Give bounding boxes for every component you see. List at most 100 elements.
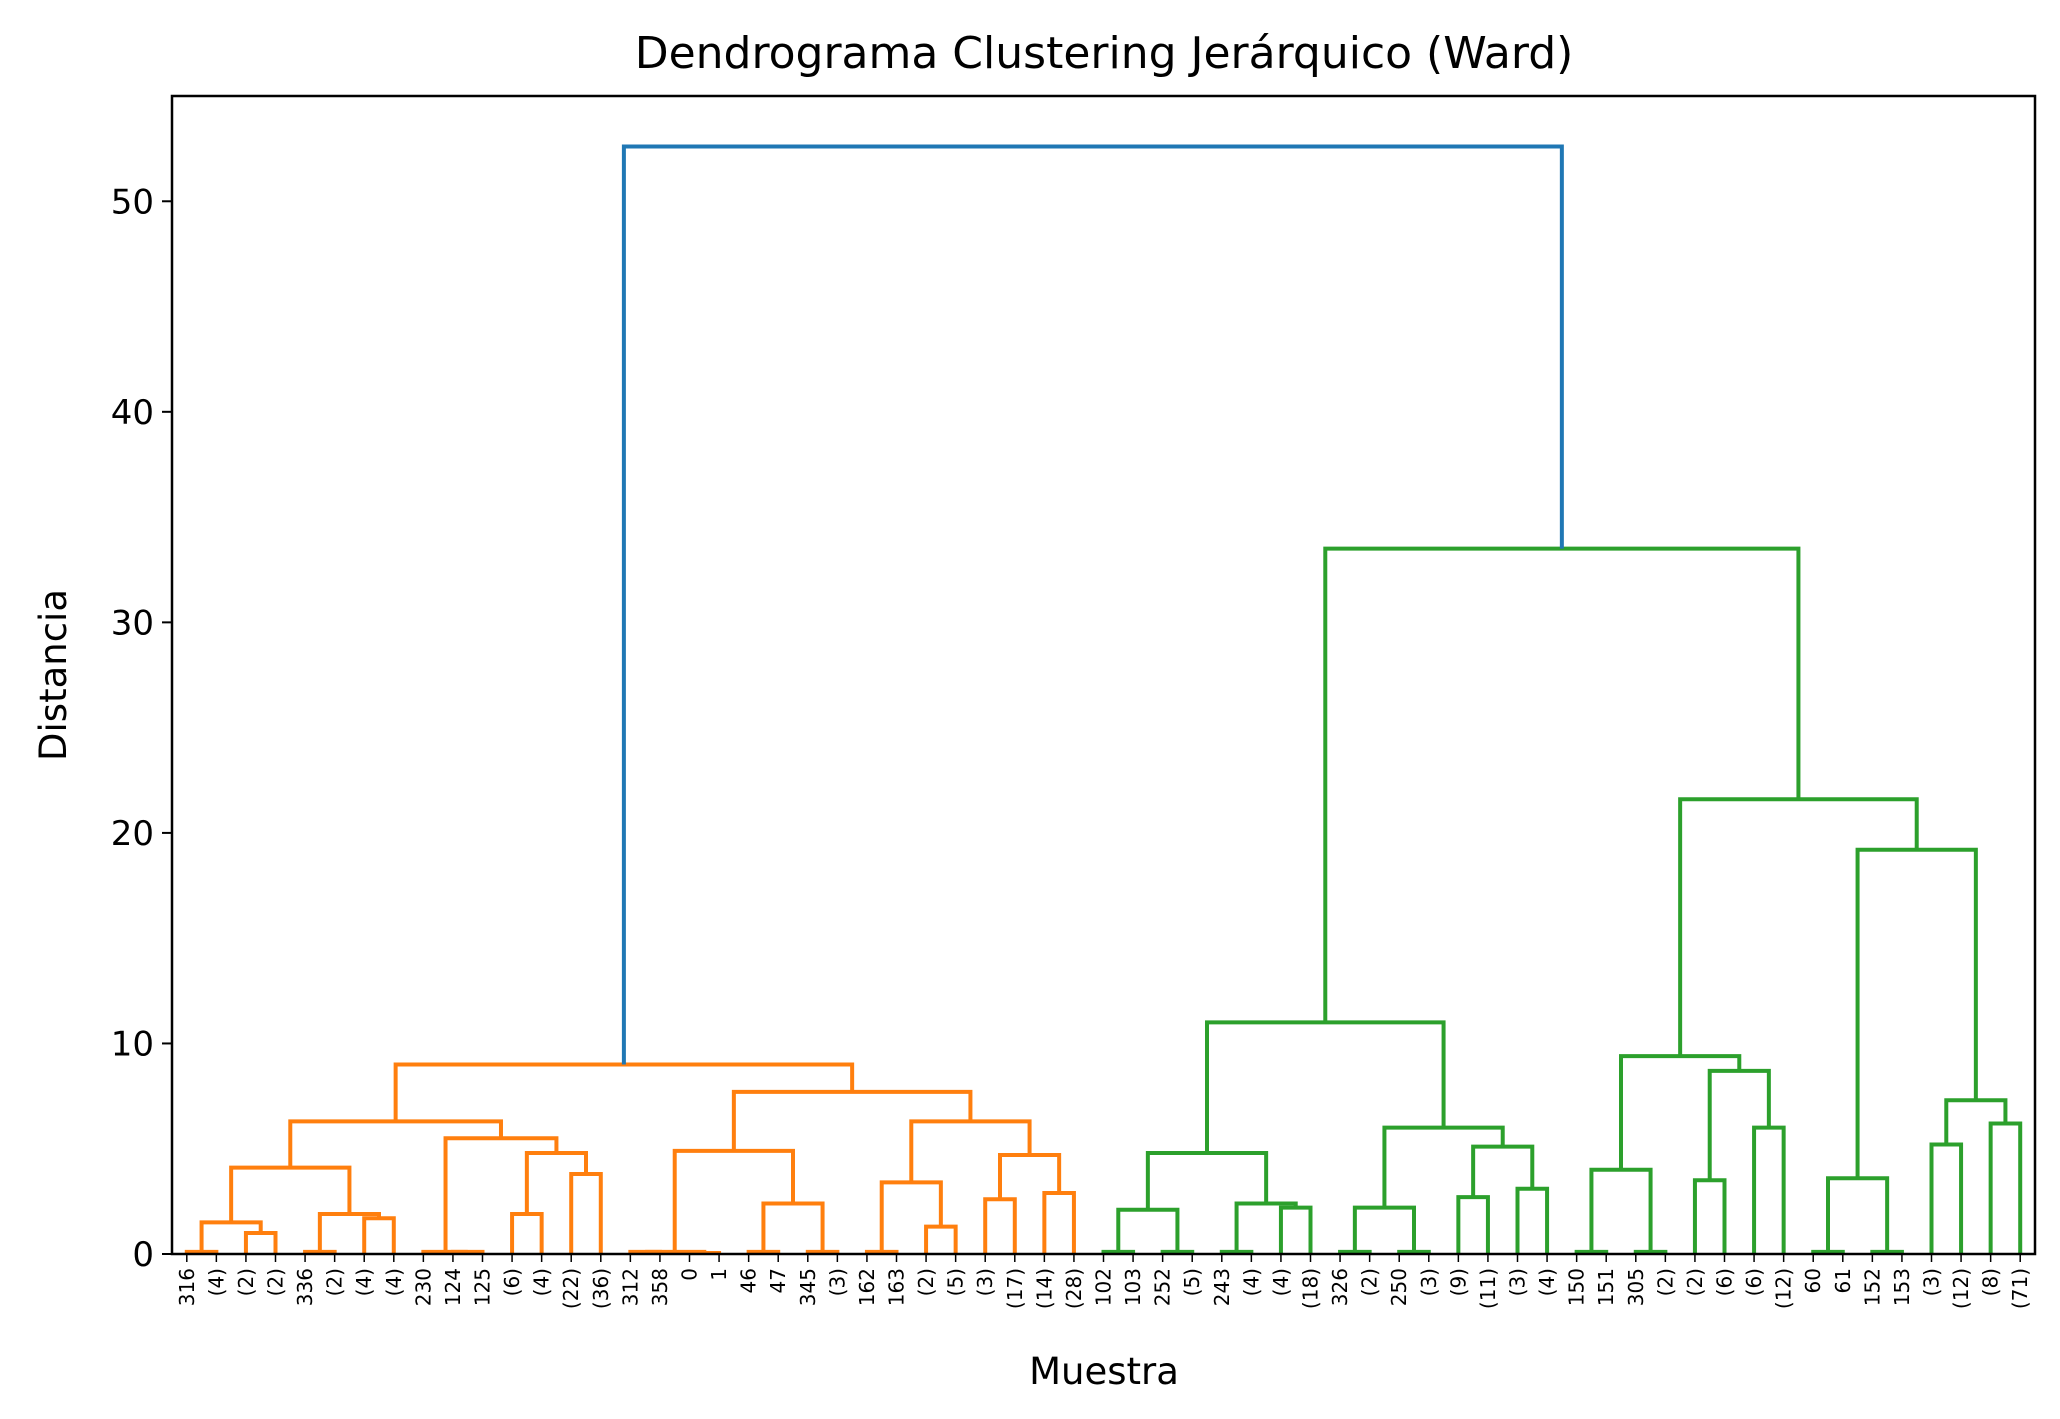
x-tick-label: (2): [323, 1268, 347, 1296]
x-tick-label: (36): [589, 1268, 613, 1309]
x-tick-label: (4): [382, 1268, 406, 1296]
y-tick-label: 10: [111, 1024, 154, 1064]
x-tick-label: (2): [234, 1268, 258, 1296]
x-tick-label: (2): [1653, 1268, 1677, 1296]
x-tick-label: 305: [1624, 1268, 1648, 1306]
dendrogram-link: [1678, 797, 1919, 1057]
dendrogram-link: [1145, 1150, 1269, 1210]
x-tick-label: (4): [1239, 1268, 1263, 1296]
x-tick-label: (4): [204, 1268, 228, 1296]
x-tick-label: 316: [175, 1268, 199, 1306]
x-tick-label: (11): [1476, 1268, 1500, 1309]
x-tick-label: (18): [1299, 1268, 1323, 1309]
y-tick-label: 50: [111, 182, 154, 222]
x-tick-label: (12): [1772, 1268, 1796, 1309]
x-tick-label: 326: [1328, 1268, 1352, 1306]
dendrogram-link: [317, 1212, 381, 1252]
dendrogram-link: [645, 1249, 707, 1254]
x-tick-label: 230: [411, 1268, 435, 1306]
x-tick-label: 103: [1121, 1268, 1145, 1306]
x-tick-label: (4): [352, 1268, 376, 1296]
x-axis-label: Muestra: [1029, 1350, 1179, 1393]
x-tick-label: (71): [2008, 1268, 2032, 1309]
x-tick-label: (5): [1180, 1268, 1204, 1296]
x-tick-label: 163: [885, 1268, 909, 1306]
dendrogram-link: [510, 1212, 544, 1254]
x-tick-label: 47: [766, 1268, 790, 1293]
x-tick-label: (2): [264, 1268, 288, 1296]
y-axis: 0 10 20 30 40 50: [111, 182, 172, 1275]
x-tick-label: 150: [1565, 1268, 1589, 1306]
dendrogram-link: [1116, 1207, 1180, 1252]
y-tick-label: 0: [132, 1235, 154, 1275]
x-tick-label: (6): [500, 1268, 524, 1296]
x-tick-label: (3): [1506, 1268, 1530, 1296]
x-tick-label: 358: [648, 1268, 672, 1306]
x-tick-label: 151: [1594, 1268, 1618, 1306]
dendrogram-link: [924, 1224, 958, 1254]
x-tick-label: (2): [1358, 1268, 1382, 1296]
x-tick-label: 250: [1387, 1268, 1411, 1306]
dendrogram-link: [229, 1165, 352, 1223]
dendrogram-link: [621, 144, 1564, 1065]
dendrogram-link: [362, 1216, 396, 1254]
x-tick-label: (4): [1535, 1268, 1559, 1296]
x-tick-label: (28): [1062, 1268, 1086, 1309]
dendrogram-link: [1692, 1178, 1727, 1254]
x-tick-label: (3): [825, 1268, 849, 1296]
x-tick-label: (3): [1920, 1268, 1944, 1296]
x-tick-label: (14): [1032, 1268, 1056, 1309]
dendrogram-link: [909, 1119, 1032, 1183]
dendrogram-links: [184, 144, 2023, 1255]
dendrogram-link: [761, 1201, 825, 1252]
x-tick-label: (8): [1979, 1268, 2003, 1296]
x-tick-label: 345: [796, 1268, 820, 1306]
dendrogram-link: [288, 1119, 503, 1168]
chart-title: Dendrograma Clustering Jerárquico (Ward): [635, 28, 1574, 79]
x-tick-label: 61: [1831, 1268, 1855, 1293]
dendrogram-link: [199, 1220, 263, 1252]
y-tick-label: 40: [111, 393, 154, 433]
x-tick-label: (3): [973, 1268, 997, 1296]
x-tick-label: 336: [293, 1268, 317, 1306]
x-tick-label: 0: [678, 1268, 702, 1281]
x-tick-label: 162: [855, 1268, 879, 1306]
x-tick-label: 1: [707, 1268, 731, 1281]
dendrogram-link: [1323, 546, 1801, 1023]
x-tick-label: 60: [1801, 1268, 1825, 1293]
x-tick-label: (6): [1742, 1268, 1766, 1296]
x-tick-label: (5): [944, 1268, 968, 1296]
y-tick-label: 20: [111, 814, 154, 854]
x-tick-label: 243: [1210, 1268, 1234, 1306]
x-tick-label: (3): [1417, 1268, 1441, 1296]
x-tick-label: 124: [441, 1268, 465, 1306]
dendrogram-link: [1707, 1068, 1771, 1181]
x-tick-label: 102: [1092, 1268, 1116, 1306]
x-tick-label: (2): [1683, 1268, 1707, 1296]
dendrogram-link: [1929, 1142, 1964, 1254]
x-tick-label: (9): [1446, 1268, 1470, 1296]
dendrogram-link: [1234, 1201, 1298, 1252]
x-tick-label: 152: [1860, 1268, 1884, 1306]
x-tick-label: 252: [1151, 1268, 1175, 1306]
y-axis-label: Distancia: [32, 589, 75, 761]
x-tick-label: 312: [618, 1268, 642, 1306]
dendrogram-link: [1855, 847, 1978, 1179]
dendrogram-link: [524, 1150, 588, 1214]
x-tick-label: (12): [1949, 1268, 1973, 1309]
x-tick-label: (6): [1713, 1268, 1737, 1296]
x-tick-label: 153: [1890, 1268, 1914, 1306]
x-tick-label: 46: [737, 1268, 761, 1293]
dendrogram-link: [243, 1230, 278, 1254]
x-tick-label: (17): [1003, 1268, 1027, 1309]
dendrogram-link: [393, 1062, 855, 1122]
x-axis: 316 (4) (2) (2) 336 (2) (4) (4) 230 124 125 (6) (4)(…: [175, 1254, 2032, 1309]
x-tick-label: (2): [914, 1268, 938, 1296]
x-tick-label: (4): [530, 1268, 554, 1296]
x-tick-label: (22): [559, 1268, 583, 1309]
x-tick-label: (4): [1269, 1268, 1293, 1296]
x-tick-label: 125: [471, 1268, 495, 1306]
dendrogram-link: [1619, 1054, 1742, 1170]
